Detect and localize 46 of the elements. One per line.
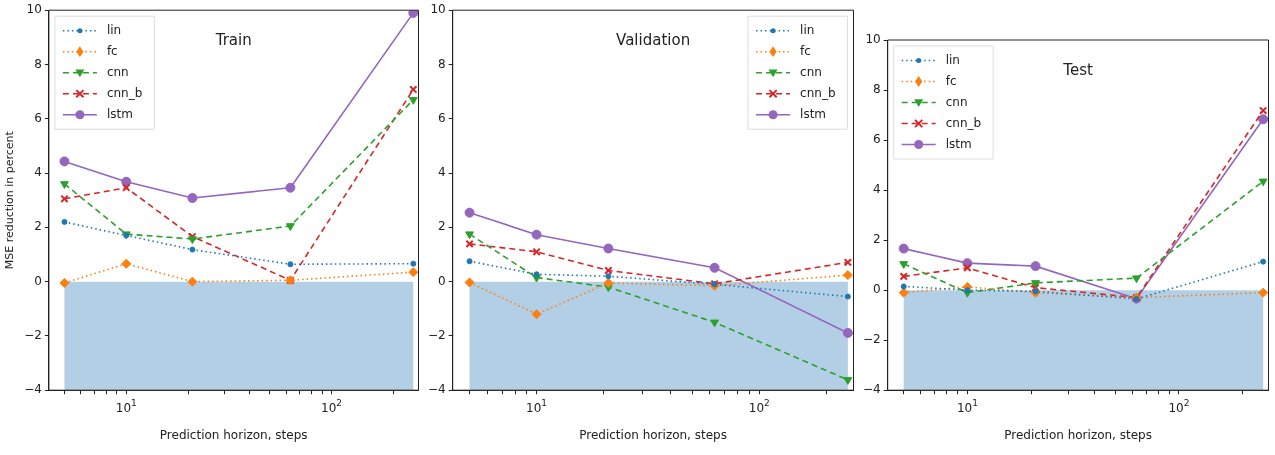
y-tick-label: 0 — [34, 273, 42, 288]
y-tick-label: 6 — [34, 110, 42, 125]
legend-label: cnn — [106, 64, 129, 79]
legend-label: cnn_b — [800, 85, 836, 100]
y-tick-label: 2 — [438, 219, 446, 234]
y-tick-label: −2 — [862, 332, 881, 347]
legend-label: cnn_b — [945, 115, 982, 130]
y-tick-label: 6 — [438, 110, 446, 125]
y-tick-label: −2 — [427, 328, 446, 343]
y-tick-label: 10 — [430, 2, 446, 17]
legend-label: fc — [106, 43, 118, 58]
y-tick-label: 4 — [873, 182, 881, 197]
legend-label: lstm — [106, 106, 133, 121]
y-axis-title: MSE reduction in percent — [3, 130, 17, 270]
legend-label: lin — [945, 52, 960, 67]
y-tick-label: −2 — [24, 328, 42, 343]
y-tick-label: 8 — [34, 56, 42, 71]
y-tick-label: 4 — [34, 165, 42, 180]
y-tick-label: 4 — [438, 165, 446, 180]
y-tick-label: 2 — [34, 219, 42, 234]
legend-label: fc — [800, 43, 811, 58]
x-axis-title: Prediction horizon, steps — [159, 427, 308, 442]
legend-label: lin — [800, 22, 815, 37]
legend-label: lstm — [945, 136, 972, 151]
y-tick-label: 0 — [438, 273, 446, 288]
y-tick-label: −4 — [427, 382, 446, 397]
x-axis-title: Prediction horizon, steps — [1004, 427, 1152, 442]
text: Test — [1062, 61, 1093, 79]
y-tick-label: 6 — [873, 132, 881, 147]
y-tick-label: 8 — [873, 82, 881, 97]
legend-label: fc — [945, 73, 957, 88]
legend-label: cnn_b — [106, 85, 143, 100]
y-tick-label: 10 — [865, 32, 881, 47]
y-tick-label: −4 — [24, 382, 42, 397]
y-tick-label: 8 — [438, 56, 446, 71]
y-tick-label: 10 — [26, 2, 42, 17]
text: Train — [214, 31, 252, 50]
x-axis-title: Prediction horizon, steps — [579, 427, 727, 442]
text: Validation — [616, 31, 691, 50]
y-tick-label: 0 — [873, 282, 881, 297]
y-tick-label: 2 — [873, 232, 881, 247]
legend-label: lin — [106, 22, 122, 37]
legend-label: lstm — [800, 106, 827, 121]
legend-label: cnn — [800, 64, 822, 79]
y-tick-label: −4 — [862, 382, 881, 397]
legend-label: cnn — [945, 94, 968, 109]
